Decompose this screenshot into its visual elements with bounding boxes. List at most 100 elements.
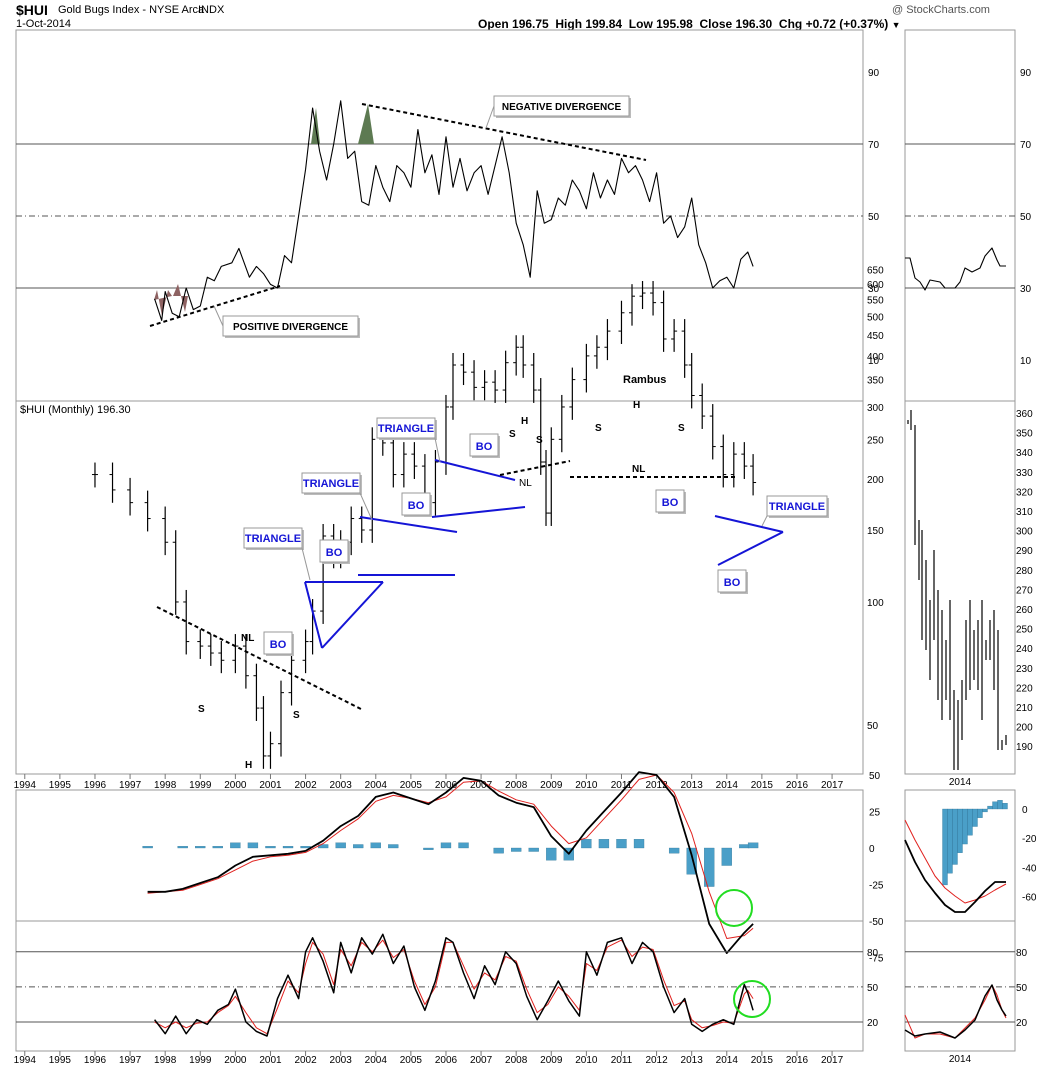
inset-ytick-300: 300	[1016, 527, 1033, 538]
inset-ytick-220: 220	[1016, 683, 1033, 694]
macd-histogram-bar-33	[721, 847, 732, 866]
top-ytick-50: 50	[868, 212, 880, 223]
bo-callout-5-text: BO	[662, 497, 679, 509]
triangle-1-hyp	[321, 581, 384, 649]
top-ytick-90: 90	[868, 68, 880, 79]
author-label: Rambus	[623, 374, 666, 386]
header-exchange: INDX	[198, 4, 225, 16]
stoch-inset-ytick-20: 20	[1016, 1018, 1028, 1029]
xtick-stoch-2008: 2008	[505, 1055, 528, 1066]
inset-ytick-340: 340	[1016, 448, 1033, 459]
xtick-stoch-2004: 2004	[365, 1055, 388, 1066]
xtick-main-1996: 1996	[84, 780, 107, 791]
positive-divergence-pointer	[213, 305, 224, 327]
xtick-main-2014: 2014	[716, 780, 739, 791]
xtick-stoch-2002: 2002	[294, 1055, 317, 1066]
stoch-ytick-20: 20	[867, 1018, 879, 1029]
macd-histogram-bar-5	[230, 842, 241, 849]
bo-callout-2-box	[319, 539, 349, 563]
price-ytick-600: 600	[867, 280, 884, 291]
macd-histogram-bar-23	[546, 847, 557, 861]
negative-divergence-pointer	[485, 105, 495, 129]
indicator-line	[154, 100, 754, 321]
negative-bump-2	[358, 104, 374, 144]
high-value: 199.84	[585, 17, 623, 31]
hs-label-4: H	[521, 416, 528, 427]
dropdown-triangle-icon[interactable]: ▼	[891, 20, 901, 30]
macd-inset-bar-12	[1002, 803, 1008, 810]
macd-ytick--50: -50	[869, 917, 884, 928]
price-ytick-650: 650	[867, 266, 884, 277]
nl-label-1: NL	[241, 633, 254, 644]
xtick-main-2006: 2006	[435, 780, 458, 791]
macd-histogram-bar-34	[739, 844, 750, 849]
xtick-main-2011: 2011	[611, 780, 633, 791]
positive-divergence-callout-text: POSITIVE DIVERGENCE	[233, 322, 348, 333]
xtick-stoch-2001: 2001	[259, 1055, 282, 1066]
inset-ytick-240: 240	[1016, 644, 1033, 655]
inset-ytick-250: 250	[1016, 625, 1033, 636]
xtick-main-2007: 2007	[470, 780, 493, 791]
macd-histogram-bar-22	[528, 847, 539, 852]
nl-label-2: NL	[519, 478, 532, 489]
bo-callout-1-box	[263, 631, 293, 655]
xtick-stoch-1996: 1996	[84, 1055, 107, 1066]
xtick-main-1999: 1999	[189, 780, 212, 791]
hs-label-7: H	[633, 400, 640, 411]
bo-callout-6-text: BO	[724, 577, 741, 589]
xtick-main-2013: 2013	[681, 780, 704, 791]
xtick-main-1994: 1994	[14, 780, 37, 791]
inset-ytick-260: 260	[1016, 605, 1033, 616]
macd-histogram-bar-0	[142, 846, 153, 849]
macd-inset-bar-10	[992, 801, 998, 810]
xtick-main-2000: 2000	[224, 780, 247, 791]
ohlc-readout: Open 196.75 High 199.84 Low 195.98 Close…	[478, 17, 901, 31]
triangle-callout-1-pointer	[301, 547, 311, 581]
xtick-main-2015: 2015	[751, 780, 774, 791]
macd-signal-line	[147, 774, 754, 939]
macd-inset-bar-9	[987, 805, 993, 810]
macd-inset-ytick--60: -60	[1022, 893, 1037, 904]
inset-xtick-2014: 2014	[949, 777, 972, 788]
xtick-stoch-2000: 2000	[224, 1055, 247, 1066]
inset-ytick-320: 320	[1016, 487, 1033, 498]
triangle-callout-3-pointer	[434, 437, 441, 463]
neckline-1	[156, 606, 364, 711]
xtick-stoch-1995: 1995	[49, 1055, 72, 1066]
stockcharts-watermark: @ StockCharts.com	[892, 4, 990, 16]
price-ytick-550: 550	[867, 295, 884, 306]
high-label: High	[555, 17, 583, 31]
close-value: 196.30	[735, 17, 773, 31]
inset-indicator-line	[905, 247, 1006, 291]
triangle-callout-2-box	[301, 472, 361, 494]
bo-callout-3-text: BO	[408, 500, 425, 512]
header-symbol: $HUI	[16, 2, 48, 18]
price-ytick-150: 150	[867, 526, 884, 537]
price-ytick-100: 100	[867, 598, 884, 609]
inset-ytick-290: 290	[1016, 546, 1033, 557]
macd-histogram-bar-8	[282, 846, 294, 849]
chg-value: +0.72 (+0.37%)	[805, 17, 889, 31]
macd-histogram-bar-12	[353, 844, 364, 849]
xtick-stoch-1998: 1998	[154, 1055, 177, 1066]
neckline-2	[499, 460, 571, 476]
macd-histogram-bar-32	[704, 847, 715, 887]
macd-histogram-bar-17	[440, 842, 452, 849]
inset-ytick-280: 280	[1016, 566, 1033, 577]
triangle-4-top	[714, 515, 784, 533]
triangle-callout-4-text: TRIANGLE	[769, 501, 825, 513]
hs-label-0: S	[198, 704, 205, 715]
xtick-main-2001: 2001	[259, 780, 282, 791]
close-label: Close	[699, 17, 733, 31]
negative-divergence-callout-text: NEGATIVE DIVERGENCE	[502, 102, 622, 113]
macd-inset-bar-2	[952, 808, 958, 865]
hs-label-2: S	[293, 710, 300, 721]
xtick-main-2008: 2008	[505, 780, 528, 791]
inset-ytick-360: 360	[1016, 409, 1033, 420]
xtick-main-2002: 2002	[294, 780, 317, 791]
inset-ytick-310: 310	[1016, 507, 1033, 518]
xtick-main-1995: 1995	[49, 780, 72, 791]
xtick-stoch-2006: 2006	[435, 1055, 458, 1066]
price-ytick-300: 300	[867, 403, 884, 414]
